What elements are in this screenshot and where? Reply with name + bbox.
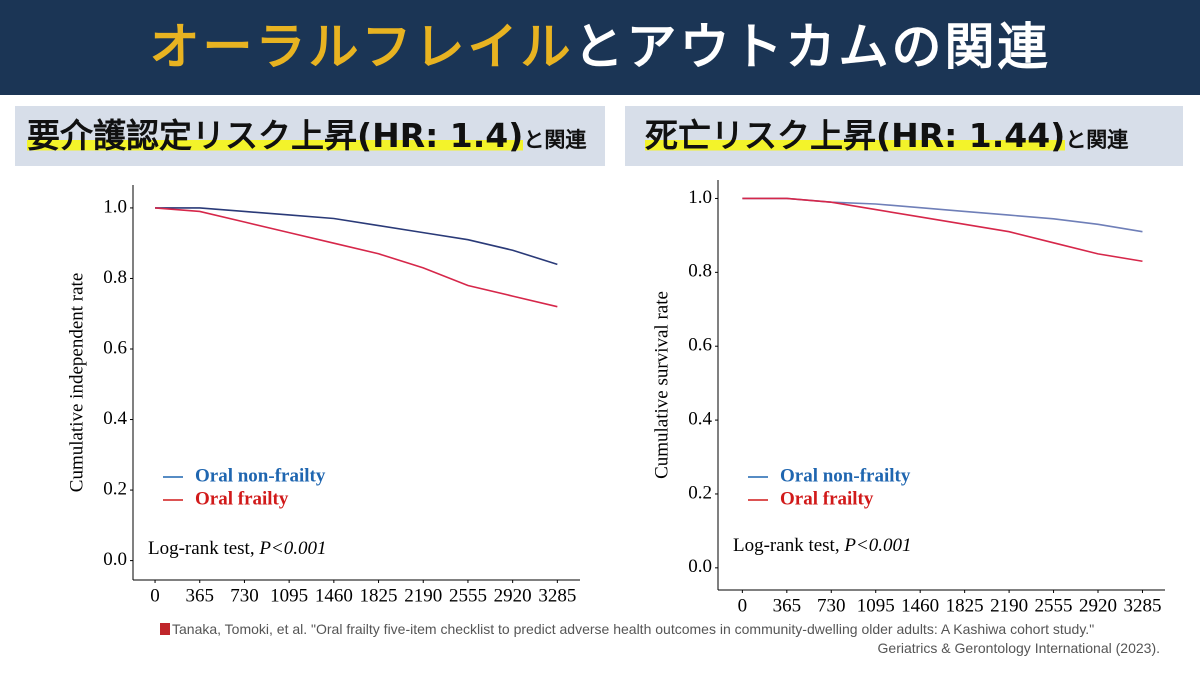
y-tick-label: 1.0 — [688, 187, 712, 208]
y-tick-label: 0.2 — [103, 478, 127, 499]
series-line — [155, 207, 558, 266]
y-tick-label: 0.4 — [688, 408, 712, 429]
legend-label: Oral frailty — [780, 488, 874, 509]
annotation-text: Log-rank test, — [148, 538, 259, 559]
x-tick-label: 1460 — [315, 585, 353, 606]
y-tick-label: 0.0 — [103, 549, 127, 570]
x-tick-label: 2555 — [449, 585, 487, 606]
annotation-text: Log-rank test, — [733, 535, 844, 556]
title-highlight: オーラルフレイル — [149, 18, 574, 76]
annotation: Log-rank test, P<0.001 — [733, 535, 912, 556]
x-tick-label: 2920 — [1079, 595, 1117, 616]
series-line — [742, 197, 1143, 263]
citation-line: Geriatrics & Gerontology International (… — [877, 640, 1160, 656]
x-tick-label: 730 — [817, 595, 846, 616]
citation: Tanaka, Tomoki, et al. "Oral frailty fiv… — [160, 620, 1160, 658]
y-axis-label: Cumulative survival rate — [651, 291, 672, 479]
x-tick-label: 1825 — [946, 595, 984, 616]
x-tick-label: 365 — [773, 595, 802, 616]
x-tick-label: 0 — [738, 595, 748, 616]
y-tick-label: 1.0 — [103, 196, 127, 217]
x-tick-label: 2555 — [1035, 595, 1073, 616]
header: オーラルフレイルとアウトカムの関連 — [0, 0, 1200, 95]
x-tick-label: 2190 — [404, 585, 442, 606]
panel-banner: 死亡リスク上昇(HR: 1.44)と関連 — [625, 106, 1183, 166]
x-tick-label: 3285 — [538, 585, 576, 606]
x-tick-label: 1460 — [901, 595, 939, 616]
title-rest: とアウトカムの関連 — [573, 18, 1051, 76]
y-tick-label: 0.4 — [103, 408, 127, 429]
annotation-p: P<0.001 — [843, 535, 911, 556]
annotation-p: P<0.001 — [258, 538, 326, 559]
panel-title: 死亡リスク上昇(HR: 1.44) — [645, 116, 1066, 155]
legend-label: Oral frailty — [195, 488, 289, 509]
panel-title: 要介護認定リスク上昇(HR: 1.4) — [27, 116, 524, 155]
annotation: Log-rank test, P<0.001 — [148, 538, 327, 559]
x-tick-label: 2920 — [494, 585, 532, 606]
legend-label: Oral non-frailty — [195, 465, 326, 486]
y-tick-label: 0.6 — [103, 337, 127, 358]
x-tick-label: 1095 — [857, 595, 895, 616]
y-axis-label: Cumulative independent rate — [66, 273, 87, 492]
panel-banner: 要介護認定リスク上昇(HR: 1.4)と関連 — [15, 106, 605, 166]
x-tick-label: 730 — [230, 585, 259, 606]
x-tick-label: 365 — [185, 585, 214, 606]
x-tick-label: 2190 — [990, 595, 1028, 616]
x-tick-label: 1825 — [360, 585, 398, 606]
x-tick-label: 0 — [150, 585, 160, 606]
x-tick-label: 3285 — [1123, 595, 1161, 616]
citation-line: Tanaka, Tomoki, et al. "Oral frailty fiv… — [172, 621, 1095, 637]
series-line — [742, 197, 1143, 233]
legend-label: Oral non-frailty — [780, 465, 911, 486]
x-tick-label: 1095 — [270, 585, 308, 606]
series-line — [154, 207, 558, 308]
panel-title-suffix: と関連 — [523, 128, 587, 152]
y-tick-label: 0.8 — [688, 261, 712, 282]
y-tick-label: 0.8 — [103, 267, 127, 288]
y-tick-label: 0.6 — [688, 335, 712, 356]
y-tick-label: 0.0 — [688, 556, 712, 577]
panel-title-suffix: と関連 — [1065, 128, 1129, 152]
y-tick-label: 0.2 — [688, 482, 712, 503]
